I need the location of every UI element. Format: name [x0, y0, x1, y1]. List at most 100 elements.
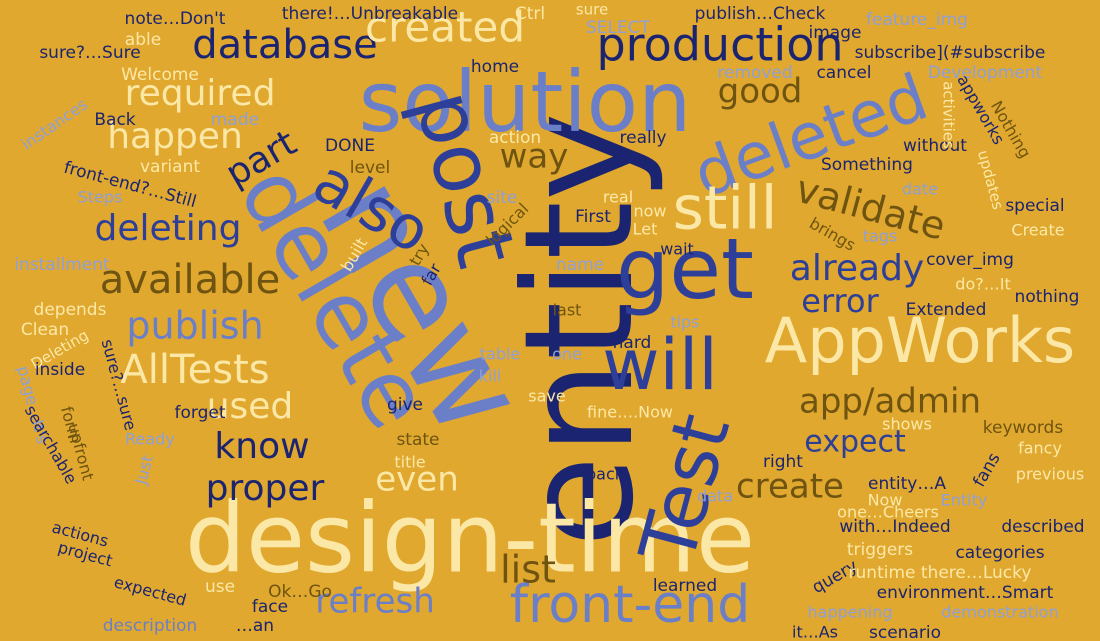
- cloud-word: good: [718, 72, 803, 112]
- cloud-word: previous: [1016, 465, 1084, 484]
- cloud-word: removed: [717, 63, 792, 83]
- cloud-word: entity…A: [868, 474, 946, 494]
- cloud-word: subscribe](#subscribe: [855, 43, 1046, 63]
- cloud-word: AppWorks: [765, 304, 1075, 377]
- cloud-word: expect: [804, 425, 906, 460]
- cloud-word: still: [673, 174, 778, 244]
- cloud-word: scenario: [869, 623, 941, 641]
- cloud-word: one: [552, 345, 582, 364]
- cloud-word: one…Cheers: [837, 503, 939, 522]
- cloud-word: Clean: [21, 320, 69, 340]
- cloud-word: without: [903, 136, 967, 156]
- cloud-word: sure: [576, 1, 608, 19]
- cloud-word: home: [471, 57, 519, 77]
- cloud-word: Ready: [125, 430, 175, 449]
- cloud-word: list: [500, 548, 556, 592]
- cloud-word: now: [633, 202, 666, 221]
- cloud-word: Ok…Go: [268, 582, 332, 602]
- cloud-word: …an: [236, 616, 274, 636]
- cloud-word: entity: [493, 112, 667, 547]
- cloud-word: happening: [808, 603, 893, 622]
- cloud-word: variant: [140, 157, 200, 177]
- cloud-word: Now: [868, 491, 903, 510]
- cloud-word: environment…Smart: [877, 583, 1054, 603]
- cloud-word: made: [211, 110, 259, 130]
- cloud-word: Steps: [78, 188, 123, 207]
- cloud-word: depends: [34, 300, 107, 320]
- cloud-word: back: [586, 465, 625, 484]
- cloud-word: shows: [882, 415, 932, 434]
- cloud-word: will: [602, 324, 718, 406]
- cloud-word: front-end: [510, 575, 750, 635]
- cloud-word: solution: [359, 53, 692, 151]
- cloud-word: site: [487, 188, 518, 208]
- cloud-word: data: [697, 487, 733, 506]
- cloud-word: proper: [206, 468, 325, 509]
- cloud-word: do?…It: [955, 275, 1010, 294]
- cloud-word: know: [214, 426, 309, 467]
- cloud-word: categories: [955, 543, 1044, 563]
- cloud-word: date: [902, 180, 938, 199]
- cloud-word: tags: [863, 227, 898, 246]
- cloud-word: activities: [940, 81, 958, 149]
- cloud-word: required: [125, 73, 276, 114]
- cloud-word: table: [480, 345, 521, 364]
- cloud-word: inside: [35, 360, 85, 380]
- cloud-word: there!…Unbreakable: [282, 4, 458, 24]
- cloud-word: with…Indeed: [839, 517, 950, 537]
- cloud-word: right: [763, 452, 803, 472]
- cloud-word: Ctrl: [515, 4, 545, 24]
- cloud-word: keywords: [983, 418, 1064, 438]
- cloud-word: happen: [107, 116, 243, 157]
- cloud-word: even: [375, 460, 459, 500]
- cloud-word: forget: [175, 403, 226, 423]
- cloud-word: face: [252, 597, 288, 617]
- cloud-word: triggers: [847, 540, 913, 560]
- cloud-word: design-time: [185, 482, 755, 594]
- cloud-word: use: [205, 577, 235, 597]
- cloud-word: demonstration: [941, 603, 1058, 622]
- cloud-word: Welcome: [121, 65, 199, 85]
- cloud-word: save: [528, 387, 565, 406]
- cloud-word: create: [736, 467, 844, 507]
- cloud-word: error: [801, 282, 879, 320]
- cloud-word: it…As: [792, 623, 838, 641]
- cloud-word: Extended: [906, 300, 987, 320]
- cloud-word: already: [790, 248, 924, 289]
- cloud-word: learned: [653, 576, 717, 596]
- cloud-word: last: [553, 301, 582, 320]
- cloud-word: name: [556, 255, 604, 275]
- cloud-word: cover_img: [926, 250, 1014, 270]
- cloud-word: fancy: [1018, 439, 1062, 458]
- cloud-word: way: [500, 137, 569, 177]
- cloud-word: used: [207, 386, 294, 427]
- cloud-word: Create: [1011, 221, 1064, 240]
- cloud-word: level: [350, 158, 390, 178]
- cloud-word: fine….Now: [587, 403, 673, 422]
- cloud-word: state: [396, 430, 439, 450]
- cloud-word: able: [125, 30, 161, 50]
- cloud-word: description: [103, 616, 198, 636]
- cloud-word: database: [192, 22, 377, 68]
- cloud-word: Back: [94, 110, 135, 130]
- cloud-word: nothing: [1015, 287, 1080, 307]
- cloud-word: Something: [821, 155, 913, 175]
- cloud-word: created: [365, 3, 525, 52]
- cloud-word: action: [489, 128, 541, 148]
- cloud-word: real: [603, 188, 633, 207]
- cloud-word: refresh: [315, 582, 435, 622]
- cloud-word: cancel: [816, 63, 871, 83]
- cloud-word: deleting: [95, 208, 242, 249]
- cloud-word: DONE: [325, 136, 375, 156]
- cloud-word: SELECT: [586, 18, 651, 38]
- cloud-word: app/admin: [799, 382, 981, 422]
- cloud-word: hard: [613, 333, 652, 353]
- cloud-word: publish: [126, 304, 263, 348]
- cloud-word: note…Don't: [125, 9, 226, 29]
- cloud-word: really: [620, 128, 667, 148]
- cloud-word: First: [575, 207, 611, 227]
- cloud-word: special: [1005, 196, 1064, 216]
